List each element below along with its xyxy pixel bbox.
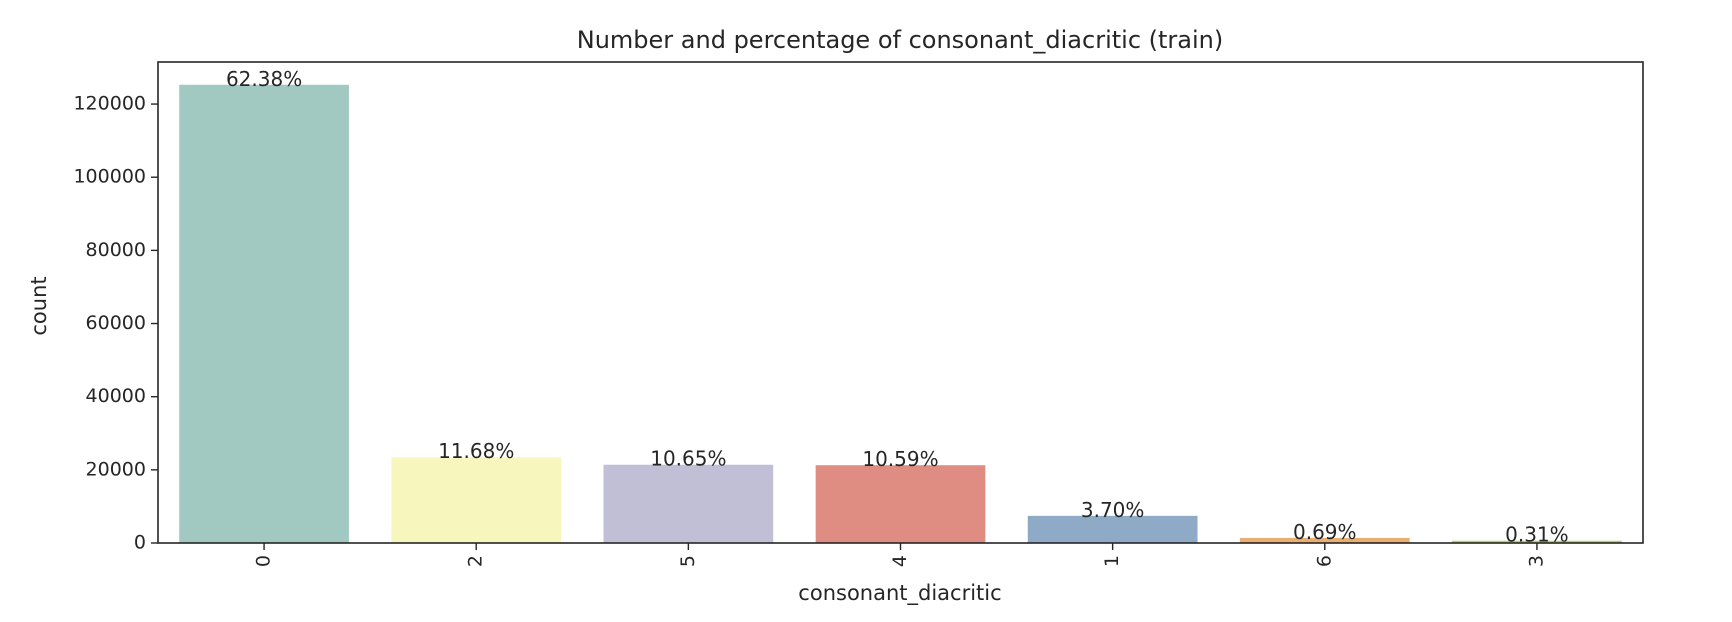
x-axis-label: consonant_diacritic <box>798 581 1001 606</box>
bar-0 <box>179 84 349 544</box>
bar-6 <box>1239 537 1410 543</box>
y-axis-label: count <box>27 276 51 335</box>
y-tick-label-100000: 100000 <box>73 166 146 188</box>
x-tick-label-4: 4 <box>889 555 911 567</box>
bar-value-label-0: 62.38% <box>226 67 302 91</box>
bars-group <box>179 84 1622 544</box>
y-tick-label-0: 0 <box>134 532 146 554</box>
bar-5 <box>603 464 774 543</box>
x-tick-label-0: 0 <box>253 555 275 567</box>
y-axis: 0 20000 40000 60000 80000 100000 120000 <box>73 93 158 554</box>
x-tick-label-3: 3 <box>1525 555 1547 567</box>
x-tick-label-6: 6 <box>1313 555 1335 567</box>
bar-value-label-5: 10.65% <box>650 447 726 471</box>
bar-3 <box>1452 540 1622 543</box>
y-tick-label-120000: 120000 <box>73 93 146 115</box>
x-tick-label-5: 5 <box>677 555 699 567</box>
y-tick-label-80000: 80000 <box>86 239 146 261</box>
bar-1 <box>1027 515 1198 543</box>
plot-frame <box>157 61 1644 544</box>
y-tick-label-40000: 40000 <box>86 385 146 407</box>
x-axis: 0 2 5 4 1 6 3 <box>253 543 1547 567</box>
bar-value-label-4: 10.59% <box>862 447 938 471</box>
y-tick-label-60000: 60000 <box>86 312 146 334</box>
chart-title: Number and percentage of consonant_diacr… <box>577 26 1224 54</box>
bar-2 <box>391 457 562 543</box>
y-tick-label-20000: 20000 <box>86 458 146 480</box>
bar-value-label-6: 0.69% <box>1293 520 1357 544</box>
x-tick-label-2: 2 <box>465 555 487 567</box>
bar-value-label-2: 11.68% <box>438 439 514 463</box>
x-tick-label-1: 1 <box>1101 555 1123 567</box>
bar-4 <box>815 465 986 543</box>
bar-value-label-1: 3.70% <box>1081 498 1145 522</box>
